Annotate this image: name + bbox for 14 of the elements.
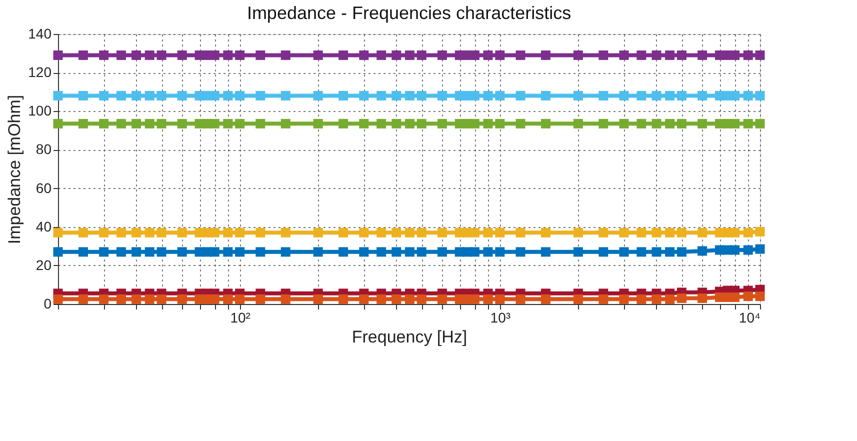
y-tick-label: 80 [36, 141, 52, 158]
x-tick-label: 10² [230, 310, 251, 326]
x-tick-label: 10³ [490, 310, 511, 326]
y-tick-label: 100 [28, 102, 52, 119]
y-tick-label: 20 [36, 256, 52, 273]
y-tick-label: 60 [36, 180, 52, 196]
x-tick-label: 10⁴ [738, 310, 760, 326]
y-tick-label: 40 [36, 218, 52, 234]
x-axis-title: Frequency [Hz] [352, 328, 468, 346]
chart-title: Impedance - Frequencies characteristics [246, 3, 572, 23]
y-axis-title: Impedance [mOhm] [5, 94, 24, 244]
y-tick-label: 120 [28, 64, 52, 80]
y-tick-label: 140 [28, 26, 52, 42]
y-tick-label: 0 [44, 296, 52, 312]
